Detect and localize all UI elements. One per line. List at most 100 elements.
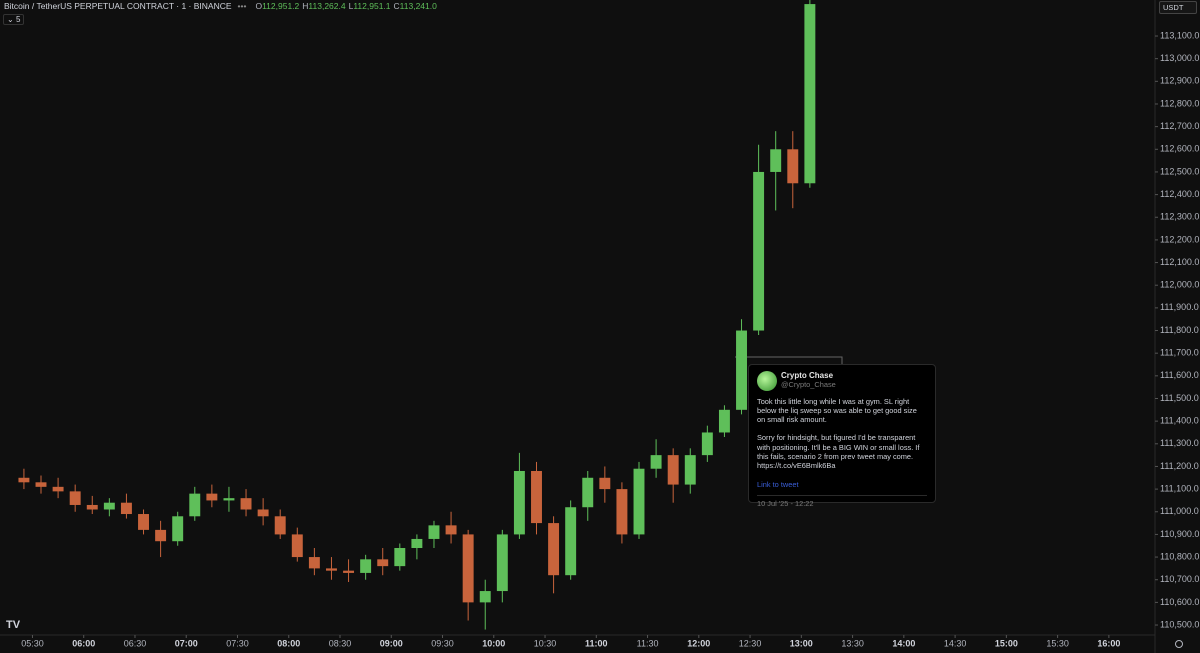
candle-body	[206, 493, 218, 501]
y-tick-label: 111,500.0	[1160, 393, 1199, 403]
y-tick-label: 112,000.0	[1160, 280, 1199, 290]
y-tick-label: 111,400.0	[1160, 416, 1199, 426]
candle-body	[274, 516, 286, 535]
candle-body	[428, 525, 440, 539]
candle-body	[394, 548, 406, 567]
tweet-pointer	[735, 356, 843, 364]
candle-body	[804, 4, 816, 184]
x-tick-label: 14:30	[944, 638, 967, 648]
candle-body	[650, 455, 662, 469]
y-tick-label: 110,600.0	[1160, 597, 1199, 607]
candle-body	[701, 432, 713, 456]
candle-body	[377, 559, 389, 567]
ohlc-value: 113,241.0	[399, 1, 437, 11]
y-tick-label: 111,300.0	[1160, 438, 1199, 448]
candle-body	[138, 514, 149, 530]
x-tick-label: 06:30	[124, 638, 147, 648]
candle-body	[69, 491, 81, 505]
candle-body	[513, 470, 525, 535]
indicator-count: 5	[15, 15, 21, 24]
candle-body	[445, 525, 457, 535]
ohlc-key: H	[302, 1, 309, 11]
x-tick-label: 13:30	[841, 638, 864, 648]
tweet-card: Crypto Chase @Crypto_Chase Took this lit…	[748, 364, 936, 508]
y-tick-label: 113,000.0	[1160, 53, 1199, 63]
candle-body	[155, 529, 167, 542]
candle-body	[120, 502, 132, 515]
y-tick-label: 113,100.0	[1160, 30, 1199, 40]
candle-body	[308, 557, 320, 569]
y-tick-label: 112,800.0	[1160, 98, 1199, 108]
y-tick-label: 111,600.0	[1160, 370, 1199, 380]
x-tick-label: 06:00	[72, 638, 95, 648]
ohlc-key: C	[393, 1, 400, 11]
x-tick-label: 13:00	[790, 638, 813, 648]
candle-body	[684, 455, 696, 485]
candle-body	[257, 509, 269, 517]
candle-body	[565, 507, 577, 576]
currency-button[interactable]: USDT	[1159, 1, 1197, 14]
tweet-text: Sorry for hindsight, but figured I'd be …	[757, 433, 920, 471]
y-tick-label: 110,700.0	[1160, 574, 1199, 584]
ohlc: O112,951.2 H113,262.4 L112,951.1 C113,241.0	[252, 1, 436, 11]
y-tick-label: 112,300.0	[1160, 212, 1199, 222]
candle-body	[770, 149, 782, 172]
candle-body	[667, 455, 679, 485]
candle-body	[479, 591, 491, 603]
candle-body	[35, 482, 47, 487]
candle-body	[616, 489, 628, 535]
tv-logo: TV	[6, 619, 21, 631]
y-tick-label: 111,800.0	[1160, 325, 1199, 335]
ohlc-key: L	[348, 1, 354, 11]
candle-body	[343, 570, 355, 573]
header: Bitcoin / TetherUS PERPETUAL CONTRACT · …	[4, 1, 437, 11]
y-tick-label: 111,200.0	[1160, 461, 1199, 471]
y-tick-label: 112,900.0	[1160, 76, 1199, 86]
indicator-toggle[interactable]: ⌄ 5	[3, 14, 25, 25]
tweet-date: 10 Jul '25 - 12:22	[757, 494, 927, 508]
x-tick-label: 08:30	[329, 638, 352, 648]
tweet-link[interactable]: Link to tweet	[757, 479, 799, 489]
candle-body	[291, 534, 303, 558]
candle-body	[633, 468, 645, 535]
candle-body	[240, 498, 252, 510]
candle-body	[582, 477, 594, 508]
symbol: Bitcoin / TetherUS PERPETUAL CONTRACT · …	[4, 1, 232, 11]
x-tick-label: 09:00	[380, 638, 403, 648]
candle-body	[86, 504, 98, 510]
y-tick-label: 112,500.0	[1160, 166, 1199, 176]
x-tick-label: 16:00	[1097, 638, 1120, 648]
x-tick-label: 10:30	[534, 638, 557, 648]
ohlc-key: O	[255, 1, 263, 11]
settings-icon[interactable]	[1175, 640, 1183, 648]
x-tick-label: 10:00	[482, 638, 505, 648]
x-tick-label: 15:30	[1046, 638, 1069, 648]
candle-body	[52, 486, 64, 492]
ohlc-value: 112,951.1	[353, 1, 391, 11]
x-tick-label: 12:00	[687, 638, 710, 648]
tweet-text: Took this little long while I was at gym…	[757, 396, 917, 425]
candle-body	[599, 477, 611, 490]
x-tick-label: 05:30	[21, 638, 44, 648]
candle-body	[753, 171, 765, 331]
candle-body	[325, 568, 337, 571]
ohlc-value: 112,951.2	[262, 1, 300, 11]
y-tick-label: 110,500.0	[1160, 619, 1199, 629]
candle-body	[172, 516, 184, 542]
candle-body	[223, 498, 235, 501]
x-tick-label: 09:30	[431, 638, 454, 648]
menu-dots[interactable]: •••	[237, 1, 247, 11]
x-tick-label: 07:30	[226, 638, 249, 648]
candle-body	[462, 534, 474, 603]
y-tick-label: 112,600.0	[1160, 144, 1199, 154]
x-tick-label: 07:00	[175, 638, 198, 648]
candle-body	[360, 559, 372, 573]
x-tick-label: 15:00	[995, 638, 1018, 648]
y-tick-label: 111,000.0	[1160, 506, 1199, 516]
y-tick-label: 111,900.0	[1160, 302, 1199, 312]
tweet-handle: @Crypto_Chase	[781, 380, 836, 390]
candle-body	[496, 534, 508, 592]
y-tick-label: 112,200.0	[1160, 234, 1199, 244]
y-tick-label: 112,400.0	[1160, 189, 1199, 199]
